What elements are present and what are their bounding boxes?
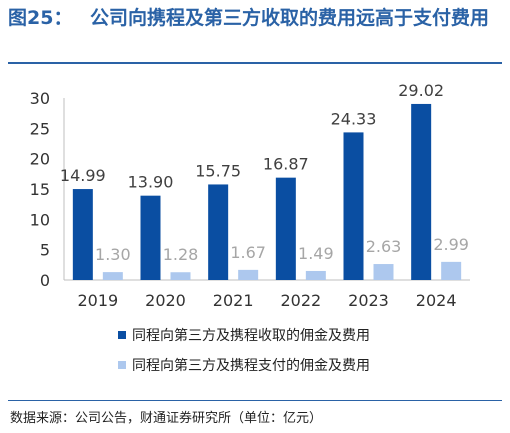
bar-received: [275, 177, 296, 280]
legend-swatch-received: [118, 331, 126, 339]
bar-paid: [238, 269, 259, 280]
legend-label-received: 同程向第三方及携程收取的佣金及费用: [132, 328, 370, 344]
data-label-received: 14.99: [60, 166, 106, 185]
x-tick-label: 2021: [213, 291, 254, 310]
data-label-paid: 1.30: [95, 245, 131, 264]
data-label-received: 29.02: [398, 81, 444, 100]
legend-item-received: 同程向第三方及携程收取的佣金及费用: [118, 322, 370, 348]
bar-paid: [373, 264, 394, 280]
legend-item-paid: 同程向第三方及携程支付的佣金及费用: [118, 352, 370, 378]
y-tick-label: 20: [30, 150, 50, 169]
bar-labels: 14.99 1.30 13.90 1.28 15.75 1.67 16.87 1.49 24.3…: [60, 81, 469, 264]
legend-swatch-paid: [118, 361, 126, 369]
bar-paid: [102, 272, 123, 280]
y-tick-label: 25: [30, 119, 50, 138]
bars: [72, 103, 462, 280]
y-tick-label: 15: [30, 180, 50, 199]
y-tick-label: 0: [40, 271, 50, 290]
x-tick-label: 2019: [77, 291, 118, 310]
x-tick-label: 2023: [348, 291, 389, 310]
data-label-received: 16.87: [263, 155, 309, 174]
x-axis: 2019 2020 2021 2022 2023 2024: [64, 279, 470, 310]
y-axis: 0 5 10 15 20 25 30: [30, 89, 65, 290]
bar-paid: [305, 270, 326, 280]
y-tick-label: 30: [30, 89, 50, 108]
data-label-paid: 1.67: [230, 243, 266, 262]
data-label-paid: 2.63: [366, 237, 402, 256]
bar-paid: [441, 261, 462, 280]
data-label-received: 13.90: [128, 173, 174, 192]
data-label-received: 24.33: [331, 109, 377, 128]
data-label-paid: 2.99: [433, 235, 469, 254]
figure-title-text: 公司向携程及第三方收取的费用远高于支付费用: [90, 7, 490, 29]
data-label-paid: 1.28: [163, 245, 199, 264]
x-tick-label: 2022: [280, 291, 321, 310]
data-label-received: 15.75: [195, 161, 241, 180]
bar-received: [343, 132, 364, 280]
legend-label-paid: 同程向第三方及携程支付的佣金及费用: [132, 358, 370, 374]
bar-received: [72, 189, 93, 280]
bar-received: [140, 195, 161, 280]
y-tick-label: 10: [30, 210, 50, 229]
bar-received: [411, 103, 432, 280]
bar-chart: 0 5 10 15 20 25 30 2019 2020 2021 2022 2023 2024 14…: [30, 81, 470, 310]
top-rule: [8, 62, 502, 64]
figure-title: 图25： 公司向携程及第三方收取的费用远高于支付费用: [8, 4, 502, 32]
source-note: 数据来源：公司公告，财通证券研究所（单位：亿元）: [10, 411, 323, 426]
data-label-paid: 1.49: [298, 244, 334, 263]
bottom-rule: [8, 400, 502, 401]
legend: 同程向第三方及携程收取的佣金及费用 同程向第三方及携程支付的佣金及费用: [118, 322, 370, 382]
y-tick-label: 5: [40, 241, 50, 260]
bar-received: [208, 184, 229, 280]
bar-paid: [170, 272, 191, 280]
x-tick-label: 2020: [145, 291, 186, 310]
x-tick-label: 2024: [416, 291, 457, 310]
figure-label: 图25：: [8, 7, 73, 29]
